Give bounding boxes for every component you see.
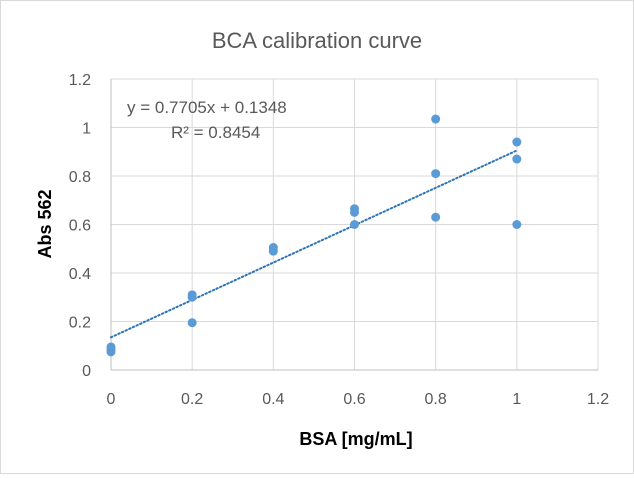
chart-title: BCA calibration curve xyxy=(212,28,422,53)
y-tick-label: 0.4 xyxy=(69,266,91,283)
x-tick-label: 1 xyxy=(512,391,521,408)
y-tick-label: 1.2 xyxy=(69,72,91,89)
data-point xyxy=(268,246,278,256)
data-point xyxy=(431,169,441,179)
linear-trendline xyxy=(110,149,518,339)
trendline-equation: y = 0.7705x + 0.1348 xyxy=(127,98,287,117)
axes xyxy=(110,79,598,371)
trendline-layer xyxy=(110,149,518,339)
y-tick-label: 1 xyxy=(82,121,91,138)
data-point xyxy=(187,318,197,328)
data-point xyxy=(512,154,522,164)
data-points xyxy=(106,114,522,357)
y-tick-label: 0.6 xyxy=(69,218,91,235)
r-squared-label: R² = 0.8454 xyxy=(171,123,260,142)
x-axis-title: BSA [mg/mL] xyxy=(299,429,412,449)
data-point xyxy=(106,347,116,357)
data-point xyxy=(431,212,441,222)
x-tick-label: 0 xyxy=(107,391,116,408)
data-point xyxy=(512,137,522,147)
data-point xyxy=(431,114,441,124)
x-tick-label: 0.8 xyxy=(425,391,447,408)
data-point xyxy=(350,220,359,229)
y-tick-label: 0.2 xyxy=(69,315,91,332)
y-tick-label: 0 xyxy=(82,363,91,380)
x-tick-label: 0.2 xyxy=(181,391,203,408)
x-tick-label: 0.6 xyxy=(343,391,365,408)
data-point xyxy=(350,207,359,217)
x-tick-label: 1.2 xyxy=(587,391,609,408)
y-tick-label: 0.8 xyxy=(69,169,91,186)
tick-labels: 0 0.2 0.4 0.6 0.8 1 1.2 0 0.2 0.4 0.6 0.8 1 1.2 xyxy=(69,72,609,408)
y-axis-title: Abs 562 xyxy=(35,189,55,258)
data-point xyxy=(512,220,522,229)
data-point xyxy=(187,292,197,302)
x-tick-label: 0.4 xyxy=(262,391,284,408)
